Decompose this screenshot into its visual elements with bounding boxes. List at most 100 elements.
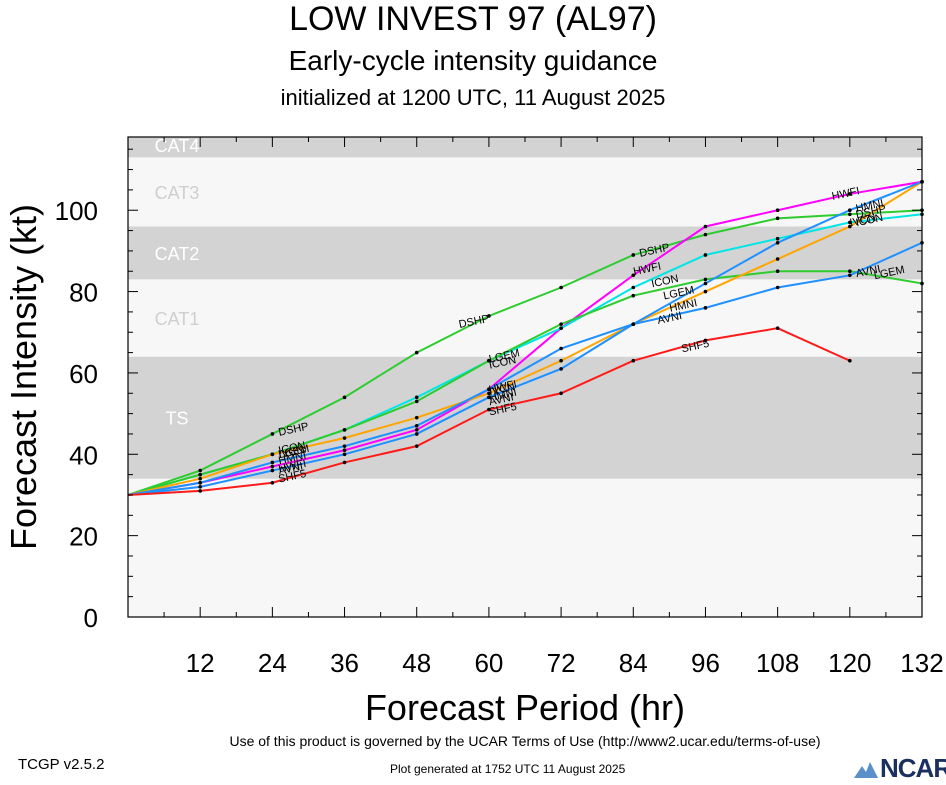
data-point-avni bbox=[487, 395, 491, 400]
series-label-ivcn: IVCN bbox=[488, 381, 516, 398]
x-tick-label: 108 bbox=[756, 648, 799, 678]
band-cat4 bbox=[128, 137, 922, 158]
data-point-shf5 bbox=[270, 480, 275, 485]
y-tick-label: 100 bbox=[55, 196, 98, 226]
data-point-icon bbox=[631, 285, 636, 290]
series-label-ivcn: IVCN bbox=[849, 212, 877, 229]
terms-of-use-text: Use of this product is governed by the U… bbox=[229, 733, 821, 749]
series-label-shf5: SHF5 bbox=[277, 468, 307, 486]
series-label-hwfi: HWFI bbox=[488, 378, 518, 396]
series-label-avni: AVNI bbox=[656, 310, 683, 327]
data-point-dshp bbox=[487, 314, 491, 318]
data-point-lgem bbox=[414, 399, 419, 404]
data-point-shf5 bbox=[487, 407, 491, 412]
data-point-ivcn bbox=[342, 436, 347, 440]
data-point-hwfi bbox=[414, 428, 419, 432]
data-point-hwfi bbox=[270, 464, 275, 469]
y-tick-label: 20 bbox=[69, 522, 98, 552]
series-label-icon: ICON bbox=[855, 212, 884, 229]
series-label-hwfi: HWFI bbox=[831, 185, 861, 203]
data-point-dshp bbox=[198, 468, 202, 473]
data-point-shf5 bbox=[631, 358, 636, 363]
data-point-ivcn bbox=[414, 415, 419, 420]
series-label-shf5: SHF5 bbox=[680, 338, 710, 356]
data-point-dshp bbox=[848, 212, 852, 217]
data-point-avni bbox=[559, 367, 563, 371]
data-point-hmni bbox=[848, 208, 852, 213]
series-line-ivcn bbox=[127, 180, 923, 496]
data-point-avni bbox=[270, 468, 275, 473]
data-point-lgem bbox=[631, 293, 636, 298]
data-point-icon bbox=[848, 220, 852, 225]
data-point-avni bbox=[342, 452, 347, 457]
series-label-icon: ICON bbox=[277, 440, 306, 457]
chart-title: LOW INVEST 97 (AL97) bbox=[289, 0, 657, 38]
data-point-icon bbox=[775, 236, 780, 241]
y-tick-label: 80 bbox=[69, 278, 98, 308]
series-line-dshp bbox=[127, 209, 923, 496]
data-point-hmni bbox=[270, 460, 275, 465]
y-tick-label: 60 bbox=[69, 359, 98, 389]
data-point-icon bbox=[559, 326, 563, 330]
y-tick-label: 40 bbox=[69, 440, 98, 470]
series-label-hmni: HMNI bbox=[855, 197, 885, 215]
ncar-logo-text: NCAR bbox=[880, 753, 946, 783]
data-point-dshp bbox=[631, 253, 636, 257]
band-label-ts: TS bbox=[165, 409, 188, 429]
band-label-cat1: CAT1 bbox=[155, 309, 200, 329]
band-label-cat4: CAT4 bbox=[155, 136, 200, 156]
y-axis-label: Forecast Intensity (kt) bbox=[3, 204, 44, 550]
data-point-hmni bbox=[414, 424, 419, 428]
data-point-ivcn bbox=[703, 289, 708, 294]
x-tick-label: 120 bbox=[828, 648, 871, 678]
series-label-shf5: SHF5 bbox=[488, 401, 518, 419]
series-label-hwfi: HWFI bbox=[632, 261, 662, 279]
data-point-dshp bbox=[342, 395, 347, 400]
series-label-hmni: HMNI bbox=[277, 450, 307, 468]
data-point-icon bbox=[414, 395, 419, 400]
data-point-avni bbox=[631, 322, 636, 326]
series-line-hmni bbox=[127, 180, 923, 496]
ncar-logo: NCAR bbox=[852, 752, 946, 783]
data-point-lgem bbox=[848, 269, 852, 274]
data-point-shf5 bbox=[848, 358, 852, 363]
series-line-avni bbox=[127, 241, 923, 496]
version-label: TCGP v2.5.2 bbox=[18, 756, 105, 773]
data-point-dshp bbox=[270, 432, 275, 436]
data-point-lgem bbox=[559, 322, 563, 326]
series-label-avni: AVNI bbox=[855, 263, 882, 280]
x-tick-label: 72 bbox=[547, 648, 576, 678]
data-point-hmni bbox=[342, 444, 347, 448]
data-point-hwfi bbox=[703, 224, 708, 229]
series-label-icon: ICON bbox=[650, 273, 679, 290]
data-point-hmni bbox=[775, 240, 780, 245]
chart-init-time: initialized at 1200 UTC, 11 August 2025 bbox=[280, 85, 666, 110]
data-point-shf5 bbox=[703, 338, 708, 343]
data-point-avni bbox=[703, 306, 708, 310]
data-point-hwfi bbox=[848, 192, 852, 196]
band-cat3 bbox=[128, 157, 922, 227]
x-tick-label: 12 bbox=[186, 648, 215, 678]
plot-generated-text: Plot generated at 1752 UTC 11 August 202… bbox=[390, 762, 626, 776]
data-point-ivcn bbox=[848, 224, 852, 229]
data-point-ivcn bbox=[487, 391, 491, 396]
ncar-logo-icon bbox=[854, 762, 878, 778]
series-label-hmni: HMNI bbox=[488, 387, 518, 405]
data-point-lgem bbox=[703, 277, 708, 282]
data-point-lgem bbox=[198, 472, 202, 477]
series-label-avni: AVNI bbox=[488, 391, 515, 408]
series-label-hmni: HMNI bbox=[668, 297, 698, 315]
x-tick-label: 24 bbox=[258, 648, 287, 678]
series-label-icon: ICON bbox=[488, 354, 517, 371]
data-point-lgem bbox=[487, 358, 491, 363]
x-tick-label: 48 bbox=[402, 648, 431, 678]
series-line-hwfi bbox=[127, 180, 923, 496]
data-point-lgem bbox=[342, 428, 347, 432]
band-label-cat3: CAT3 bbox=[155, 183, 200, 203]
series-label-avni: AVNI bbox=[277, 461, 304, 478]
data-point-shf5 bbox=[342, 460, 347, 465]
data-point-shf5 bbox=[198, 489, 202, 493]
series-label-ivcn: IVCN bbox=[277, 444, 305, 461]
data-point-ivcn bbox=[775, 257, 780, 261]
x-tick-label: 96 bbox=[691, 648, 720, 678]
